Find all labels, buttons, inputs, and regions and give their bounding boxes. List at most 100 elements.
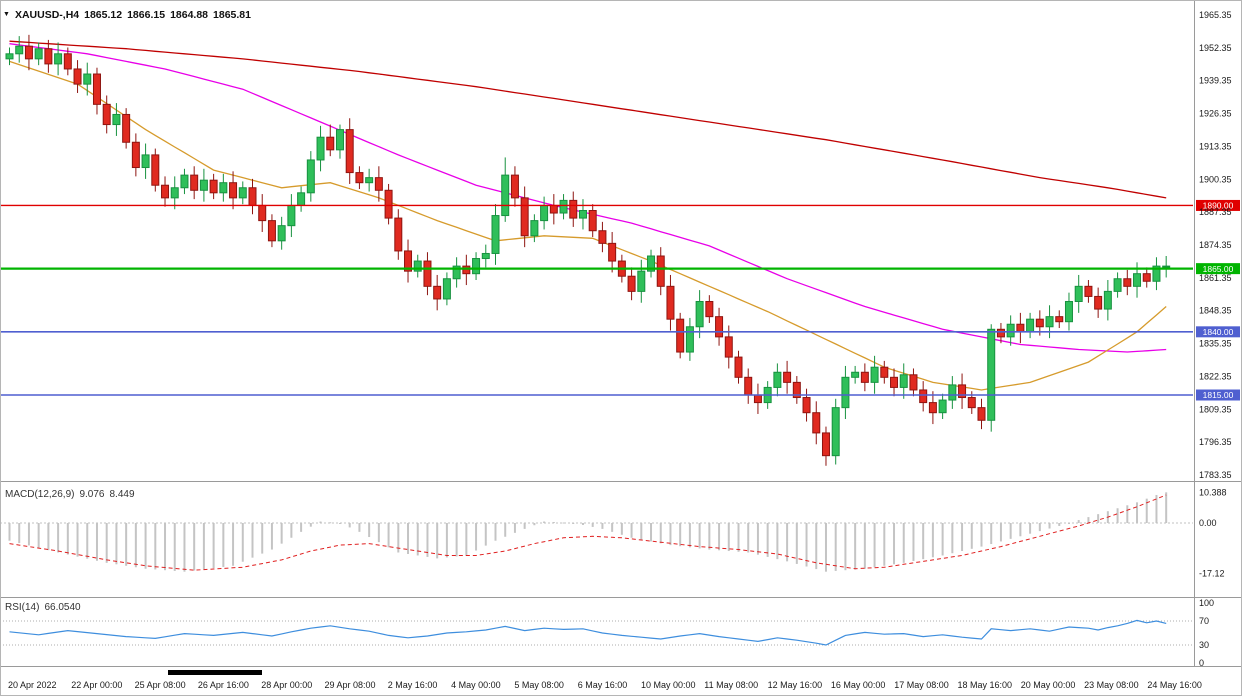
h-scrollbar-thumb[interactable] <box>168 670 262 675</box>
macd-histogram-bar <box>407 523 410 554</box>
macd-histogram-bar <box>1048 523 1051 529</box>
candle-body <box>1026 318 1035 333</box>
price-tick-label: 1887.35 <box>1199 207 1232 217</box>
price-chart-panel[interactable] <box>5 34 1171 466</box>
candle-body <box>161 184 170 199</box>
candle-body <box>549 204 558 214</box>
rsi-line <box>9 619 1167 646</box>
candle-body <box>501 174 510 217</box>
macd-histogram-bar <box>397 523 400 553</box>
macd-histogram-bar <box>650 523 653 542</box>
macd-histogram-bar <box>484 523 487 546</box>
candle-body <box>1074 285 1083 302</box>
candles-layer[interactable] <box>5 34 1171 466</box>
macd-histogram-bar <box>562 522 565 524</box>
time-tick-label: 22 Apr 00:00 <box>71 680 122 690</box>
macd-histogram-bar <box>805 523 808 567</box>
macd-histogram-bar <box>980 523 983 547</box>
candle-body <box>948 384 957 401</box>
candle-body <box>394 217 403 252</box>
ma-fast-orange[interactable] <box>9 60 1167 391</box>
candle-body <box>656 255 665 287</box>
candle-body <box>831 407 840 457</box>
macd-histogram-bar <box>786 523 789 562</box>
candle-body <box>958 384 967 399</box>
candle-body <box>1084 285 1093 297</box>
macd-histogram-bar <box>581 523 584 525</box>
price-badge-label: 1865.00 <box>1203 264 1234 274</box>
macd-histogram-bar <box>1038 523 1041 532</box>
hline-1840.00[interactable]: 1840.00 <box>0 326 1240 338</box>
hline-1890.00[interactable]: 1890.00 <box>0 199 1240 211</box>
macd-histogram-bar <box>222 523 225 567</box>
price-axis[interactable]: 1965.35 1952.35 1939.35 1926.35 1913.35 1900.… <box>1199 10 1232 480</box>
candle-body <box>510 174 519 199</box>
candle-body <box>122 113 131 143</box>
macd-histogram-bar <box>718 523 721 551</box>
macd-histogram-bar <box>727 523 730 552</box>
rsi-tick-label: 100 <box>1199 598 1214 608</box>
candle-body <box>559 199 568 214</box>
hline-1865.00[interactable]: 1865.00 <box>0 263 1240 275</box>
ma-mid-magenta[interactable] <box>9 43 1167 353</box>
macd-histogram-bar <box>154 523 157 570</box>
macd-histogram-bar <box>1165 492 1168 523</box>
collapse-triangle-icon[interactable]: ▼ <box>3 10 10 18</box>
macd-histogram-bar <box>37 523 40 548</box>
macd-panel[interactable]: 10.388 0.00 -17.12 <box>0 487 1227 579</box>
macd-histogram-bar <box>1097 514 1100 523</box>
rsi-panel[interactable]: 100 70 30 0 <box>0 598 1214 668</box>
candle-body <box>744 376 753 396</box>
rsi-tick-label: 30 <box>1199 640 1209 650</box>
ma-slow-red[interactable] <box>9 40 1167 199</box>
macd-histogram-bar <box>737 523 740 552</box>
candle-body <box>423 260 432 287</box>
candle-body <box>199 179 208 191</box>
candle-body <box>598 230 607 244</box>
macd-histogram-bar <box>329 522 332 524</box>
price-tick-label: 1952.35 <box>1199 43 1232 53</box>
candle-body <box>345 129 354 174</box>
macd-histogram-bar <box>105 523 108 563</box>
time-tick-label: 11 May 08:00 <box>704 680 758 690</box>
time-tick-label: 16 May 00:00 <box>831 680 886 690</box>
macd-histogram-bar <box>387 523 390 548</box>
candle-body <box>569 199 578 219</box>
macd-histogram-bar <box>776 523 779 560</box>
macd-histogram-bar <box>164 523 167 571</box>
macd-histogram-bar <box>125 523 128 566</box>
candle-body <box>627 275 636 292</box>
price-badge <box>1196 389 1240 401</box>
macd-histogram-bar <box>533 523 536 526</box>
macd-histogram-bar <box>300 523 303 532</box>
macd-histogram-bar <box>241 523 244 562</box>
candle-body <box>977 407 986 421</box>
rsi-indicator-label: RSI(14) 66.0540 <box>5 602 81 613</box>
price-tick-label: 1965.35 <box>1199 10 1232 20</box>
candle-body <box>1152 265 1161 282</box>
candle-body <box>530 220 539 237</box>
macd-histogram-bar <box>261 523 264 554</box>
candle-body <box>705 300 714 318</box>
price-tick-label: 1900.35 <box>1199 174 1232 184</box>
candle-body <box>442 278 451 300</box>
time-tick-label: 18 May 16:00 <box>958 680 1013 690</box>
candle-body <box>724 336 733 358</box>
macd-histogram-bar <box>76 523 79 557</box>
candle-body <box>783 371 792 383</box>
macd-histogram-bar <box>18 523 21 544</box>
macd-histogram-bar <box>1116 508 1119 523</box>
macd-value-signal: 8.449 <box>109 489 135 500</box>
candle-body <box>1064 300 1073 323</box>
time-tick-label: 29 Apr 08:00 <box>325 680 376 690</box>
candle-body <box>821 432 830 457</box>
time-axis[interactable]: 20 Apr 2022 22 Apr 00:00 25 Apr 08:00 26 Ap… <box>8 680 1202 690</box>
time-tick-label: 4 May 00:00 <box>451 680 501 690</box>
candle-body <box>967 397 976 409</box>
hline-1815.00[interactable]: 1815.00 <box>0 389 1240 401</box>
price-tick-label: 1874.35 <box>1199 240 1232 250</box>
candle-body <box>540 204 549 222</box>
price-tick-label: 1926.35 <box>1199 109 1232 119</box>
candle-body <box>404 250 413 272</box>
